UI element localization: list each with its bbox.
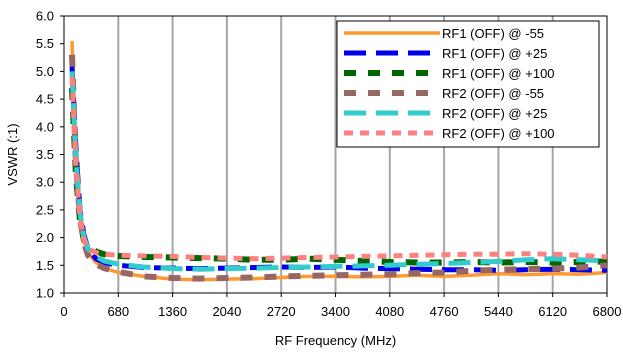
y-tick-label: 1.0: [36, 286, 54, 301]
x-tick-label: 2720: [267, 304, 296, 319]
x-tick-label: 0: [60, 304, 67, 319]
series-lines: [69, 40, 608, 282]
y-tick-label: 3.0: [36, 175, 54, 190]
legend-items: RF1 (OFF) @ -55 RF1 (OFF) @ +25 RF1 (OFF) …: [344, 26, 555, 141]
x-tick-label: 3400: [321, 304, 350, 319]
legend-entry: RF2 (OFF) @ +25: [344, 106, 547, 121]
x-axis-ticks: 0 680 1360 2040 2720 3400 4080 4760 5440 6120 6800: [60, 293, 621, 319]
legend-box: [336, 20, 600, 148]
y-tick-label: 1.5: [36, 258, 54, 273]
x-tick-label: 680: [107, 304, 129, 319]
legend-entry: RF1 (OFF) @ -55: [344, 26, 544, 41]
y-tick-label: 5.5: [36, 36, 54, 51]
x-tick-label: 4760: [430, 304, 459, 319]
legend-label: RF1 (OFF) @ +25: [442, 46, 547, 61]
y-tick-label: 2.5: [36, 202, 54, 217]
y-tick-label: 4.0: [36, 119, 54, 134]
legend: RF1 (OFF) @ -55 RF1 (OFF) @ +25 RF1 (OFF) …: [336, 20, 600, 148]
y-tick-label: 6.0: [36, 9, 54, 24]
legend-entry: RF2 (OFF) @ -55: [344, 86, 544, 101]
y-tick-label: 5.0: [36, 64, 54, 79]
legend-entry: RF2 (OFF) @ +100: [344, 126, 555, 141]
series-line-6: [69, 76, 608, 262]
x-tick-label: 4080: [375, 304, 404, 319]
y-tick-label: 2.0: [36, 230, 54, 245]
legend-label: RF2 (OFF) @ +25: [442, 106, 547, 121]
x-tick-label: 5440: [484, 304, 513, 319]
legend-label: RF2 (OFF) @ +100: [442, 126, 555, 141]
legend-label: RF2 (OFF) @ -55: [442, 86, 544, 101]
y-tick-label: 4.5: [36, 92, 54, 107]
y-tick-label: 3.5: [36, 147, 54, 162]
x-tick-label: 1360: [158, 304, 187, 319]
series-line-5: [69, 71, 608, 272]
legend-label: RF1 (OFF) @ -55: [442, 26, 544, 41]
legend-entry: RF1 (OFF) @ +100: [344, 66, 555, 81]
series-line-4: [69, 54, 608, 282]
legend-label: RF1 (OFF) @ +100: [442, 66, 555, 81]
y-axis-ticks: 1.0 1.5 2.0 2.5 3.0 3.5 4.0 4.5 5.0 5.5 6.0: [36, 9, 64, 301]
x-tick-label: 2040: [212, 304, 241, 319]
x-tick-label: 6120: [538, 304, 567, 319]
y-axis-label: VSWR (:1): [5, 123, 20, 185]
x-tick-label: 6800: [593, 304, 622, 319]
x-axis-label: RF Frequency (MHz): [275, 333, 396, 348]
legend-entry: RF1 (OFF) @ +25: [344, 46, 547, 61]
